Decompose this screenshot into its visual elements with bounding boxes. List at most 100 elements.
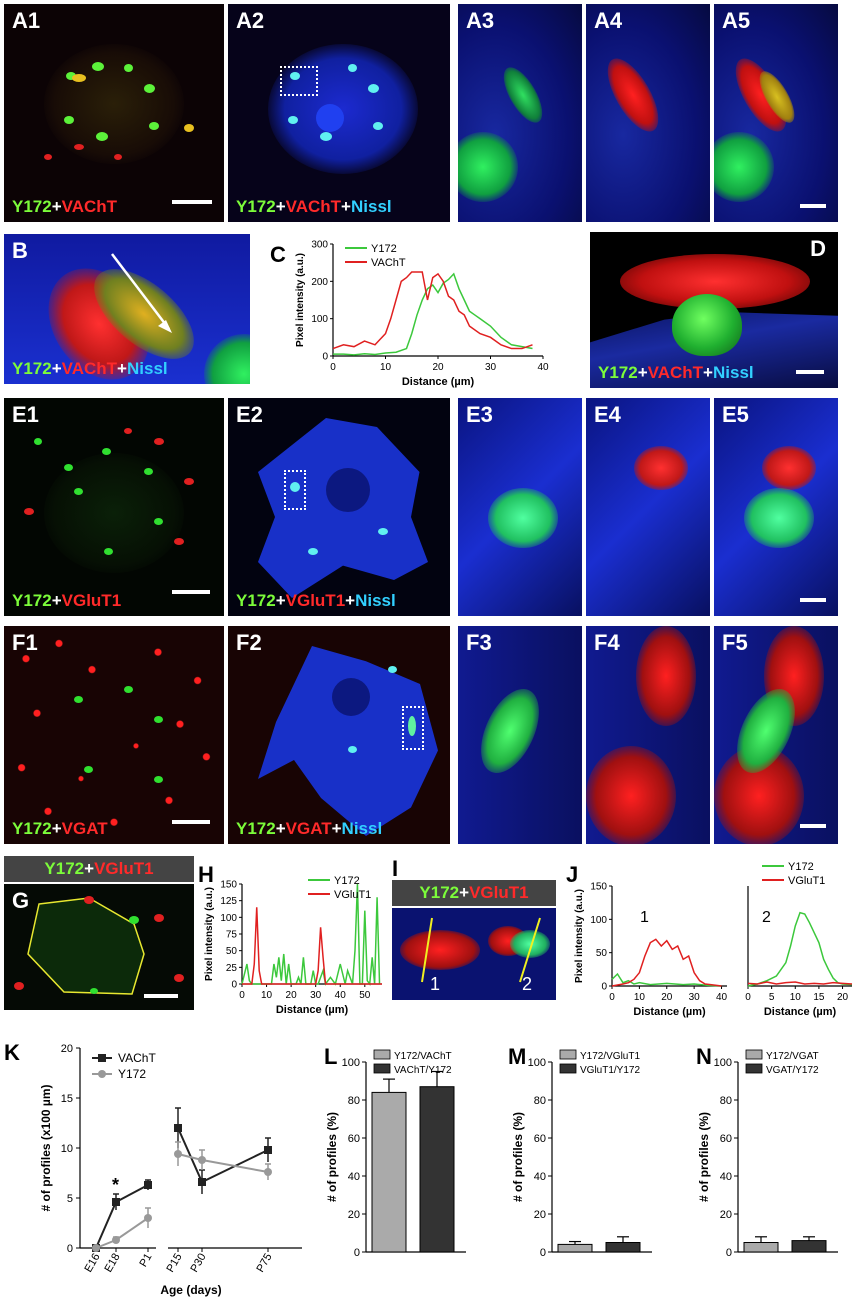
x-tick-label: 20 [837,992,849,1003]
y-tick-label: 15 [61,1093,73,1105]
y-tick-label: 100 [590,915,607,926]
y-tick-label: 5 [67,1193,73,1205]
y-tick-label: 200 [311,277,328,288]
puncta [184,478,194,485]
puncta [288,116,298,124]
scale-bar [172,590,210,594]
panel-label: F5 [722,630,748,655]
puncta [144,84,155,93]
x-tick-label: 15 [813,992,825,1003]
cell-body [44,44,184,164]
puncta [496,61,550,129]
series-line-y172 [95,1217,149,1249]
puncta [368,84,379,93]
puncta [174,538,184,545]
x-tick-label: 0 [239,990,245,1001]
legend-entry: VGluT1/Y172 [580,1065,640,1076]
panel-label: A4 [594,8,623,33]
panel-caption: Y172+VGAT [12,819,108,838]
panel-g: G [4,884,194,1010]
series-line-vglut1 [611,938,722,987]
panel-caption: Y172+VAChT+Nissl [12,359,168,378]
bar-vgat-y172 [791,1240,827,1253]
y-tick-label: 0 [540,1247,546,1259]
y-tick-label: 20 [534,1209,546,1221]
puncta [400,930,480,970]
green-bouton [672,294,742,356]
y-tick-label: 300 [311,240,328,251]
legend-entry: Y172/VAChT [394,1051,452,1062]
panel-label: F1 [12,630,38,655]
roi-box [280,66,318,96]
puncta [64,116,74,124]
puncta [44,154,52,160]
puncta [458,132,518,202]
x-tick-label: 0 [609,992,615,1003]
x-tick-label: 30 [689,992,701,1003]
panel-label-j: J [566,862,579,887]
puncta [388,666,397,673]
series-line-vacht [95,1184,149,1249]
y-tick-label: 125 [220,896,237,907]
puncta [154,914,164,922]
panel-f2: F2 Y172+VGAT+Nissl [228,626,450,844]
panel-e4: E4 [586,398,710,616]
puncta [66,72,76,80]
y-tick-label: 0 [322,352,328,363]
puncta [74,696,83,703]
profile-label-2: 2 [522,974,533,994]
series-line-vglut1 [747,981,853,985]
puncta [72,74,86,82]
puncta [290,482,300,492]
y-axis-label: Pixel intensity (a.u.) [574,889,585,983]
y-axis-label: # of profiles (x100 µm) [39,1085,53,1212]
legend-entry: VGluT1 [334,889,371,901]
legend-entry: Y172 [334,875,360,887]
puncta [714,132,774,202]
vgat-puncta-field [4,626,224,844]
y-tick-label: 25 [226,963,238,974]
y-tick-label: 100 [528,1057,546,1069]
bar-y172-vglut1 [557,1243,593,1253]
nucleus [332,678,370,716]
panel-a1: A1 Y172+VAChT [4,4,224,222]
panel-caption: Y172+VAChT+Nissl [598,363,754,382]
x-tick-label: P30 [188,1252,208,1275]
x-tick-label: 40 [335,990,347,1001]
series-line-vacht [332,271,533,350]
panel-label: G [12,888,30,913]
y-tick-label: 100 [220,913,237,924]
puncta [378,528,388,535]
legend-entry: Y172 [788,861,814,873]
panel-caption: Y172+VGluT1+Nissl [236,591,396,610]
puncta [74,488,83,495]
panel-label-i: I [392,856,399,881]
y-tick-label: 0 [726,1247,732,1259]
panel-label: E4 [594,402,621,427]
y-tick-label: 50 [226,946,238,957]
y-tick-label: 60 [534,1133,546,1145]
legend-entry: VGluT1 [788,875,825,887]
puncta [184,124,194,132]
x-axis-label: Distance (µm) [402,376,475,388]
panel-e1: E1 Y172+VGluT1 [4,398,224,616]
panel-f1: F1 Y172+VGAT [4,626,224,844]
y-tick-label: 100 [342,1057,360,1069]
puncta [373,122,383,130]
puncta [102,448,111,455]
data-point [174,1150,182,1158]
y-tick-label: 80 [348,1095,360,1107]
y-tick-label: 20 [61,1043,73,1055]
chart-k: 0 5 10 15 20 E16 E18 P1 P15 P30 P75 Age (days) # of … [39,1043,302,1297]
panel-label: F3 [466,630,492,655]
series-line-y172 [747,911,853,987]
panel-caption: Y172+VAChT [12,197,118,216]
panel-label: A5 [722,8,751,33]
legend-marker [98,1054,106,1062]
bar-y172-vgat [743,1242,779,1253]
legend-entry: Y172/VGAT [766,1051,819,1062]
chart-l: 0 20 40 60 80 100 # of profiles (%) Y172/VAChT V… [325,1049,466,1259]
panel-a3: A3 [458,4,582,222]
y-axis-label: Pixel intensity (a.u.) [295,253,306,347]
cell-body [268,44,418,174]
